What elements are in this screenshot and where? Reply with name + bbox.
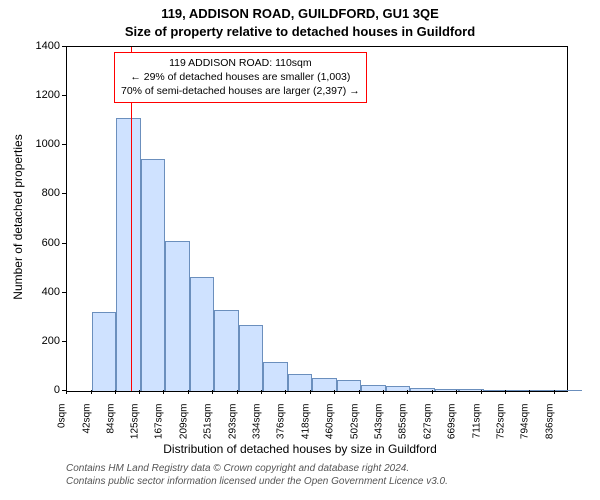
x-tick-label: 585sqm [398, 404, 409, 450]
y-tick-label: 1200 [24, 89, 60, 101]
x-tick-mark [163, 390, 164, 394]
x-tick-label: 0sqm [57, 404, 68, 450]
footer-attribution: Contains HM Land Registry data © Crown c… [66, 462, 448, 488]
x-tick-label: 752sqm [495, 404, 506, 450]
x-tick-label: 293sqm [227, 404, 238, 450]
histogram-bar [116, 118, 141, 391]
y-tick-mark [62, 292, 66, 293]
y-tick-mark [62, 46, 66, 47]
legend-box: 119 ADDISON ROAD: 110sqm ← 29% of detach… [114, 52, 367, 103]
y-axis-label: Number of detached properties [11, 117, 25, 317]
page-subtitle: Size of property relative to detached ho… [0, 24, 600, 39]
x-tick-mark [407, 390, 408, 394]
x-tick-label: 669sqm [447, 404, 458, 450]
x-tick-label: 84sqm [106, 404, 117, 450]
y-tick-mark [62, 243, 66, 244]
x-tick-label: 125sqm [129, 404, 140, 450]
y-tick-label: 800 [24, 187, 60, 199]
footer-line-2: Contains public sector information licen… [66, 475, 448, 488]
x-tick-label: 627sqm [422, 404, 433, 450]
x-tick-mark [529, 390, 530, 394]
x-tick-mark [261, 390, 262, 394]
x-tick-mark [481, 390, 482, 394]
x-tick-mark [554, 390, 555, 394]
x-tick-mark [115, 390, 116, 394]
x-tick-mark [359, 390, 360, 394]
footer-line-1: Contains HM Land Registry data © Crown c… [66, 462, 448, 475]
x-tick-mark [432, 390, 433, 394]
histogram-bar [312, 378, 337, 392]
y-tick-label: 0 [24, 384, 60, 396]
histogram-bar [190, 277, 215, 391]
y-tick-label: 600 [24, 237, 60, 249]
x-tick-mark [310, 390, 311, 394]
x-tick-mark [285, 390, 286, 394]
x-tick-mark [188, 390, 189, 394]
x-tick-label: 502sqm [349, 404, 360, 450]
x-tick-label: 209sqm [178, 404, 189, 450]
x-tick-label: 836sqm [544, 404, 555, 450]
legend-line-3: 70% of semi-detached houses are larger (… [121, 84, 360, 98]
x-tick-mark [237, 390, 238, 394]
x-tick-label: 376sqm [276, 404, 287, 450]
x-tick-mark [334, 390, 335, 394]
x-tick-mark [212, 390, 213, 394]
y-tick-label: 1400 [24, 40, 60, 52]
histogram-bar [263, 362, 288, 391]
y-tick-mark [62, 341, 66, 342]
legend-line-1: 119 ADDISON ROAD: 110sqm [121, 56, 360, 70]
y-tick-mark [62, 193, 66, 194]
page-title: 119, ADDISON ROAD, GUILDFORD, GU1 3QE [0, 6, 600, 21]
histogram-bar [92, 312, 117, 391]
y-tick-label: 400 [24, 286, 60, 298]
x-tick-mark [139, 390, 140, 394]
x-tick-label: 334sqm [251, 404, 262, 450]
x-tick-label: 460sqm [325, 404, 336, 450]
x-tick-label: 543sqm [373, 404, 384, 450]
histogram-bar [557, 390, 582, 391]
x-tick-mark [66, 390, 67, 394]
x-tick-label: 251sqm [203, 404, 214, 450]
y-tick-mark [62, 95, 66, 96]
histogram-bar [239, 325, 264, 391]
x-tick-mark [505, 390, 506, 394]
histogram-bar [214, 310, 239, 391]
x-tick-label: 794sqm [520, 404, 531, 450]
y-tick-label: 1000 [24, 138, 60, 150]
x-tick-mark [456, 390, 457, 394]
x-tick-mark [383, 390, 384, 394]
legend-line-2: ← 29% of detached houses are smaller (1,… [121, 70, 360, 84]
x-tick-label: 711sqm [471, 404, 482, 450]
y-tick-mark [62, 144, 66, 145]
x-tick-label: 42sqm [81, 404, 92, 450]
histogram-bar [288, 374, 313, 391]
histogram-bar [337, 380, 362, 391]
x-tick-mark [91, 390, 92, 394]
y-tick-label: 200 [24, 335, 60, 347]
x-tick-label: 167sqm [154, 404, 165, 450]
x-tick-label: 418sqm [300, 404, 311, 450]
histogram-bar [165, 241, 190, 391]
histogram-bar [141, 159, 166, 391]
